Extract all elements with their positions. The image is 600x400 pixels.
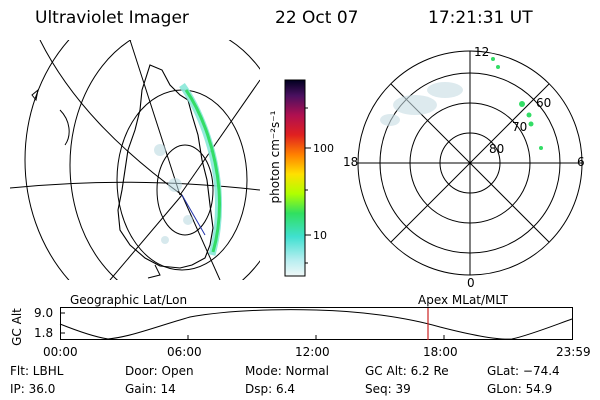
longitude-line — [179, 79, 260, 196]
diffuse-glow — [393, 95, 437, 115]
aurora-point — [526, 112, 532, 118]
filter-status: Flt: LBHL — [10, 364, 64, 378]
aurora-point — [539, 146, 543, 150]
xtick-label: 06:00 — [167, 345, 202, 359]
aurora-band-core — [184, 89, 221, 253]
diffuse-glow — [154, 144, 166, 156]
glat-status: GLat: −74.4 — [487, 364, 560, 378]
blue-meridian — [181, 194, 206, 236]
latitude-circle — [69, 40, 260, 280]
polar-diagonal — [390, 83, 550, 243]
longitude-line — [181, 194, 221, 280]
altitude-curve — [59, 309, 573, 340]
xtick-label: 23:59 — [556, 345, 591, 359]
aurora-point — [519, 101, 525, 107]
mlt-label-6: 6 — [577, 155, 585, 169]
earth-limb — [24, 40, 70, 280]
gc-alt-status: GC Alt: 6.2 Re — [365, 364, 449, 378]
app-title: Ultraviolet Imager — [35, 8, 189, 28]
mlt-label-12: 12 — [474, 45, 490, 59]
colorbar-tick-label: 100 — [313, 142, 334, 155]
date-label: 22 Oct 07 — [275, 8, 359, 28]
ytick-label: 9.0 — [34, 306, 54, 320]
diffuse-glow — [161, 236, 169, 244]
dsp-status: Dsp: 6.4 — [245, 382, 296, 396]
geo-label: Geographic Lat/Lon — [70, 293, 188, 307]
door-status: Door: Open — [125, 364, 194, 378]
geographic-map — [10, 40, 260, 280]
longitude-line — [129, 40, 181, 196]
altitude-plot — [59, 307, 573, 340]
xtick-label: 18:00 — [423, 345, 458, 359]
gain-status: Gain: 14 — [125, 382, 176, 396]
aurora-point — [496, 65, 500, 69]
ytick-label: 1.8 — [34, 326, 54, 340]
longitude-line — [109, 194, 183, 280]
xtick-label: 12:00 — [295, 345, 330, 359]
mode-status: Mode: Normal — [245, 364, 329, 378]
colorbar — [284, 79, 311, 277]
longitude-line — [39, 40, 183, 196]
aurora-point — [491, 57, 495, 61]
diffuse-glow — [168, 178, 182, 192]
coastline — [59, 109, 70, 146]
lat-label-70: 70 — [512, 120, 528, 134]
xtick-label: 00:00 — [43, 345, 78, 359]
time-label: 17:21:31 UT — [428, 8, 533, 28]
coastline — [31, 88, 39, 102]
diffuse-glow — [427, 82, 463, 98]
colorbar-unit-label: photon cm⁻²s⁻¹ — [268, 110, 282, 204]
polar-plot — [357, 50, 583, 276]
colorbar-gradient — [284, 79, 306, 277]
longitude-line — [10, 181, 260, 191]
mlt-label-0: 0 — [467, 276, 475, 290]
diffuse-glow — [183, 215, 193, 225]
coastline — [147, 264, 161, 279]
glon-status: GLon: 54.9 — [487, 382, 553, 396]
ip-status: IP: 36.0 — [10, 382, 56, 396]
diffuse-glow — [380, 114, 400, 126]
colorbar-tick-label: 10 — [313, 229, 327, 242]
aurora-point — [528, 121, 534, 127]
latitude-circle — [116, 89, 248, 271]
seq-status: Seq: 39 — [365, 382, 411, 396]
lat-label-60: 60 — [536, 96, 552, 110]
plot-frame — [60, 307, 573, 340]
lat-label-80: 80 — [489, 142, 505, 156]
gc-alt-ylabel: GC Alt — [10, 308, 24, 346]
latitude-circle — [156, 144, 214, 236]
apex-label: Apex MLat/MLT — [418, 293, 508, 307]
coastline — [117, 64, 214, 269]
mlt-label-18: 18 — [343, 155, 359, 169]
